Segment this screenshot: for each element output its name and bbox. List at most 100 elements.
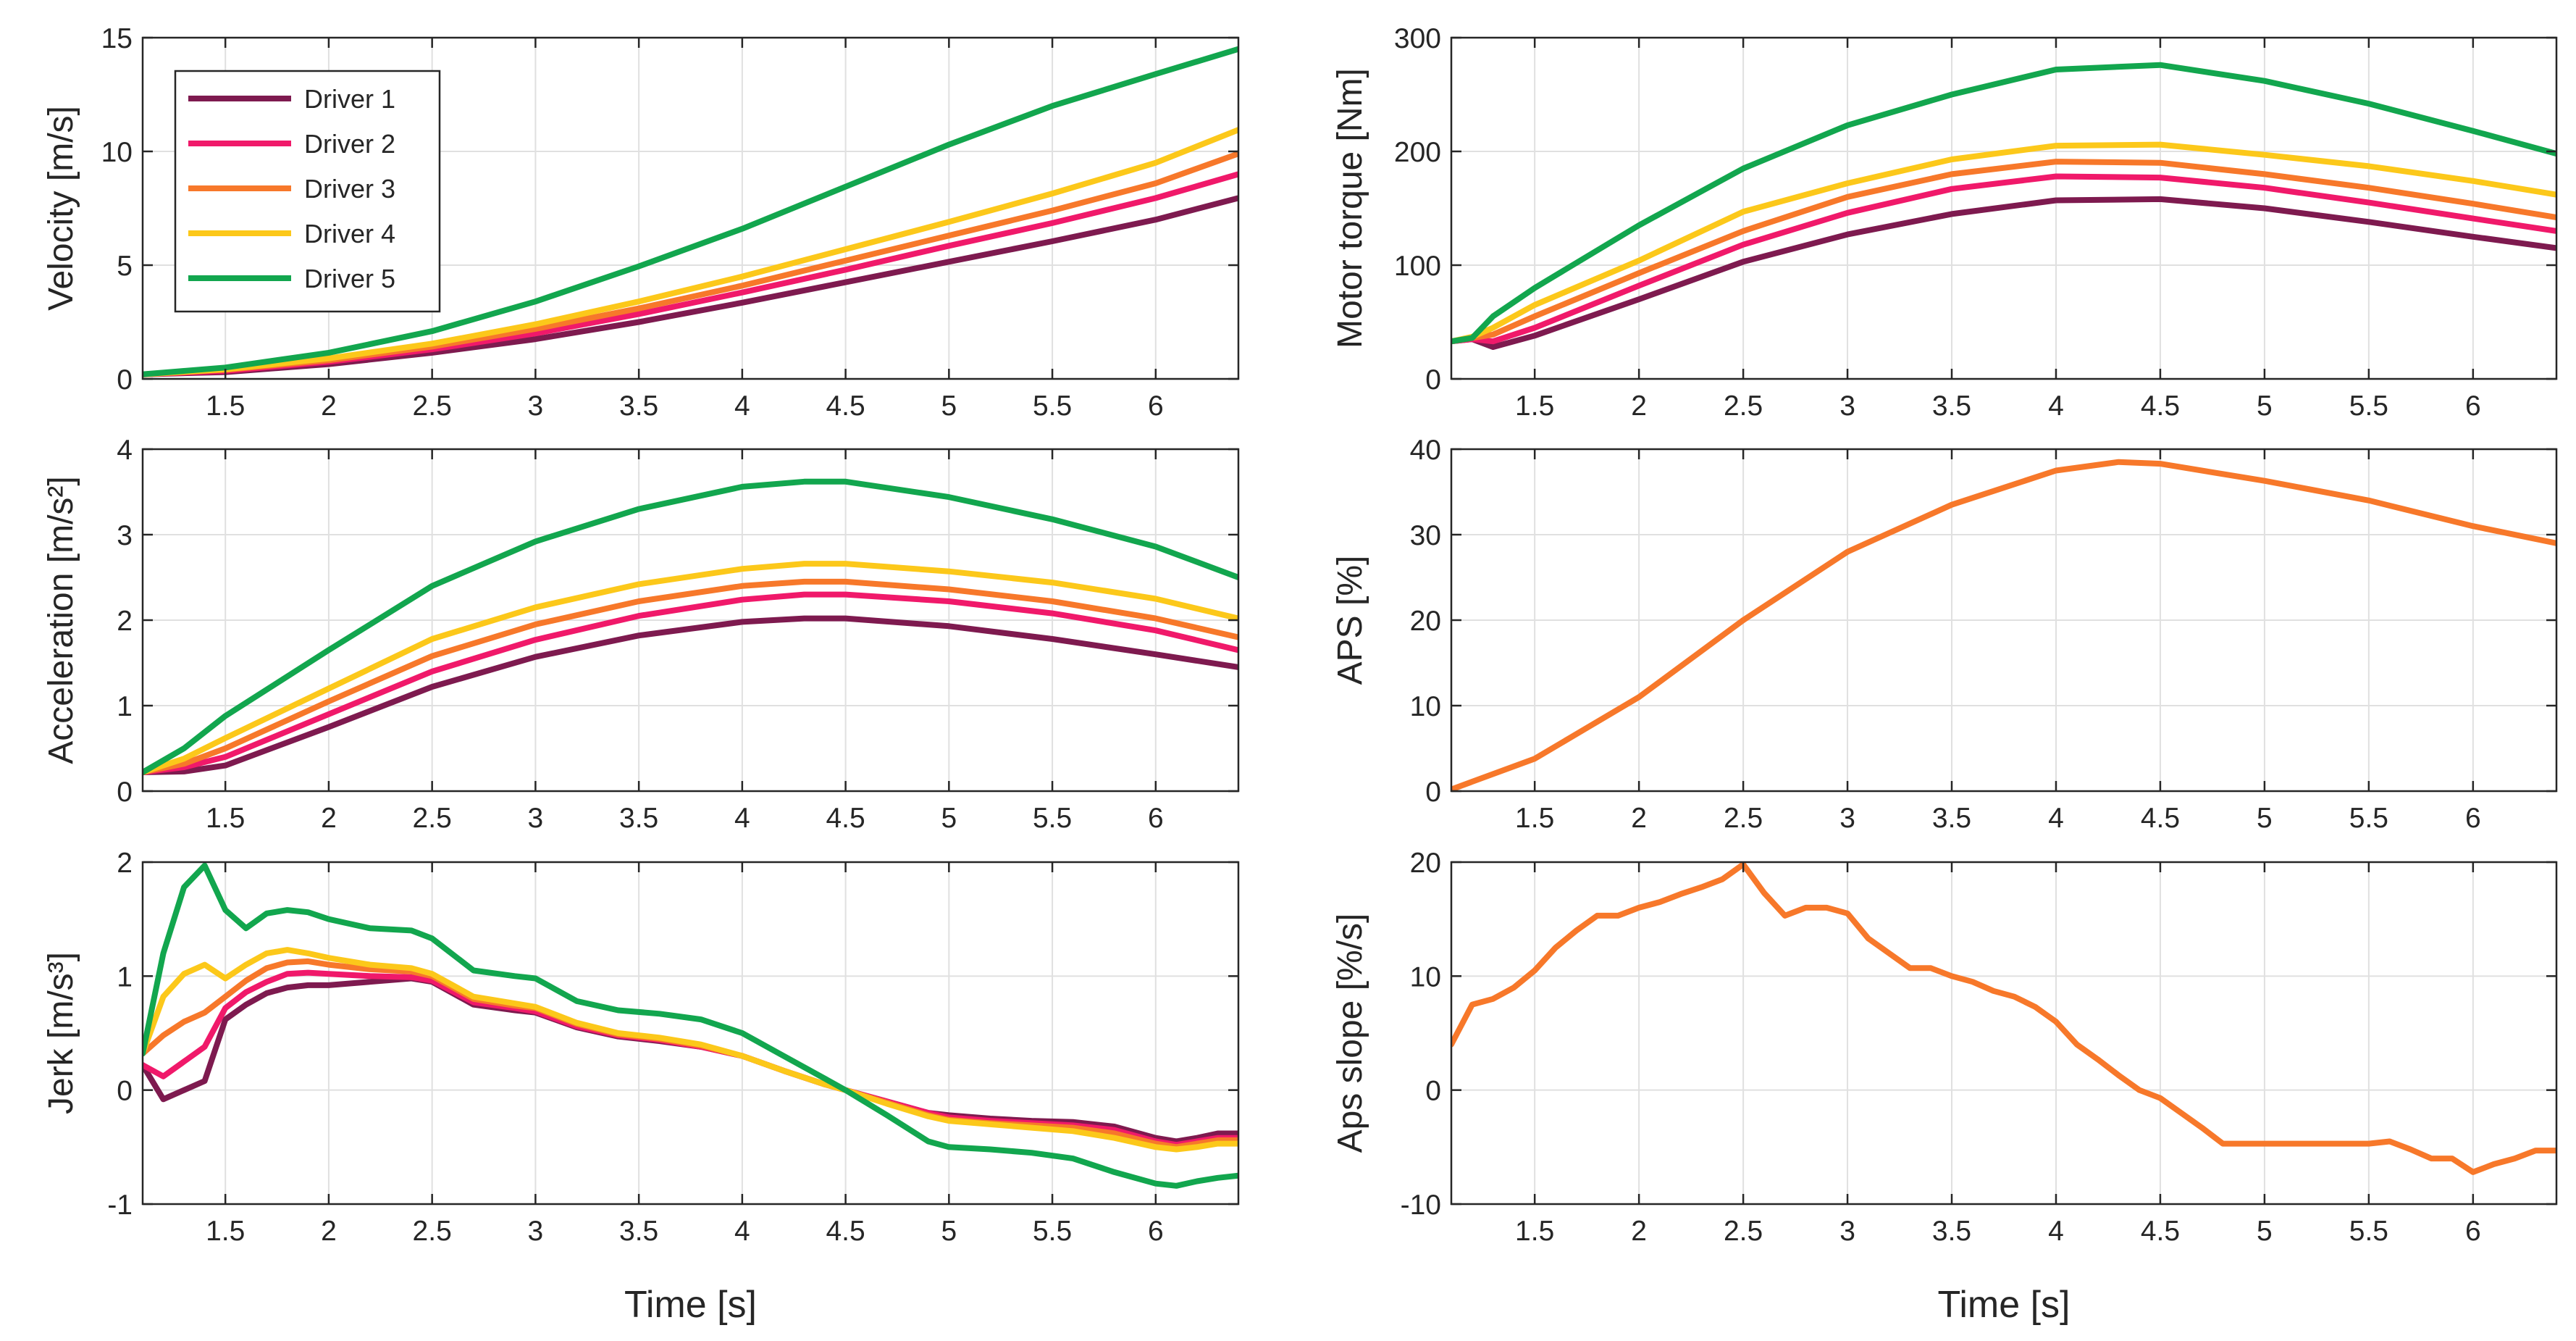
x-tick-label: 4 <box>734 1216 750 1247</box>
series-line-driver-2 <box>143 591 1238 775</box>
x-tick-label: 2.5 <box>413 1216 452 1247</box>
y-tick-label: 10 <box>101 137 133 168</box>
x-tick-label: 5.5 <box>2349 1216 2388 1247</box>
y-tick-label: 2 <box>117 848 133 879</box>
x-tick-label: 2.5 <box>413 390 452 422</box>
x-axis-label: Time [s] <box>624 1284 757 1326</box>
y-tick-label: 0 <box>1425 364 1441 396</box>
x-tick-label: 2.5 <box>1724 1216 1763 1247</box>
x-tick-label: 5 <box>941 1216 957 1247</box>
x-tick-label: 3 <box>1839 803 1855 834</box>
x-tick-label: 4 <box>734 390 750 422</box>
y-tick-label: -10 <box>1401 1190 1441 1221</box>
chart-panel-1: 1.5 2 2.5 3 3.5 4 4.5 5 5.5 6 0 5 10 15 Velocity [m/s]… <box>42 23 1240 422</box>
x-tick-label: 6 <box>2465 390 2481 422</box>
axes-box <box>1450 36 2558 380</box>
y-tick-label: 200 <box>1394 137 1441 168</box>
x-axis-label: Time [s] <box>1938 1284 2071 1326</box>
y-tick-label: 300 <box>1394 23 1441 54</box>
y-tick-label: 2 <box>117 606 133 637</box>
y-axis-label: Jerk [m/s³] <box>42 952 80 1114</box>
y-tick-label: 40 <box>1410 435 1441 466</box>
x-tick-label: 4 <box>2048 390 2064 422</box>
x-tick-label: 6 <box>1148 1216 1164 1247</box>
axes-box <box>1450 861 2558 1206</box>
y-axis-label: APS [%] <box>1331 556 1369 685</box>
y-axis-label: Motor torque [Nm] <box>1331 68 1369 348</box>
y-axis-label: Velocity [m/s] <box>42 106 80 311</box>
x-tick-label: 5 <box>2257 390 2273 422</box>
x-tick-label: 1.5 <box>206 390 245 422</box>
y-tick-label: 1 <box>117 961 133 993</box>
x-tick-label: 5.5 <box>2349 390 2388 422</box>
x-tick-label: 6 <box>1148 390 1164 422</box>
x-tick-label: 2 <box>321 1216 337 1247</box>
x-tick-label: 4 <box>2048 1216 2064 1247</box>
x-tick-label: 4.5 <box>2141 1216 2180 1247</box>
x-tick-label: 1.5 <box>1515 1216 1554 1247</box>
series-line-driver-2 <box>1451 173 2556 345</box>
x-tick-label: 3.5 <box>1932 390 1971 422</box>
series-line-driver-1 <box>1451 196 2556 350</box>
x-tick-label: 3.5 <box>619 390 658 422</box>
y-axis-label: Aps slope [%/s] <box>1331 914 1369 1153</box>
series-line-aps <box>1451 862 2556 1175</box>
series-line-driver-4 <box>143 127 1238 377</box>
x-tick-label: 2 <box>1631 390 1647 422</box>
x-tick-label: 3 <box>1839 1216 1855 1247</box>
y-tick-label: 0 <box>117 1076 133 1107</box>
y-tick-label: 4 <box>117 435 133 466</box>
x-tick-label: 3.5 <box>619 803 658 834</box>
x-tick-label: 3.5 <box>1932 803 1971 834</box>
y-tick-label: 30 <box>1410 520 1441 551</box>
series-line-driver-5 <box>1451 62 2556 345</box>
axes-box <box>141 861 1240 1206</box>
legend-entry: Driver 3 <box>304 174 395 204</box>
chart-panel-6: 1.5 2 2.5 3 3.5 4 4.5 5 5.5 6 -10 0 10 20 Aps slope [%… <box>1331 848 2558 1326</box>
x-tick-label: 4 <box>2048 803 2064 834</box>
axes-box <box>141 36 1240 380</box>
y-tick-label: 10 <box>1410 691 1441 722</box>
y-tick-label: 0 <box>117 364 133 396</box>
x-tick-label: 6 <box>2465 803 2481 834</box>
x-tick-label: 2.5 <box>413 803 452 834</box>
y-tick-label: 1 <box>117 691 133 722</box>
y-tick-label: 100 <box>1394 251 1441 282</box>
series-line-driver-3 <box>143 578 1238 775</box>
series-line-driver-5 <box>143 478 1238 775</box>
legend-entry: Driver 5 <box>304 264 395 293</box>
x-tick-label: 5.5 <box>1033 1216 1072 1247</box>
y-tick-label: 0 <box>1425 777 1441 808</box>
series-line-driver-4 <box>1451 141 2556 345</box>
x-tick-label: 5 <box>941 803 957 834</box>
y-tick-label: 5 <box>117 251 133 282</box>
x-tick-label: 4.5 <box>826 390 865 422</box>
x-tick-label: 5 <box>2257 1216 2273 1247</box>
x-tick-label: 5.5 <box>1033 803 1072 834</box>
x-tick-label: 1.5 <box>206 803 245 834</box>
x-tick-label: 4 <box>734 803 750 834</box>
legend-entry: Driver 2 <box>304 129 395 159</box>
x-tick-label: 2 <box>321 803 337 834</box>
y-tick-label: 0 <box>117 777 133 808</box>
x-tick-label: 6 <box>2465 1216 2481 1247</box>
x-tick-label: 3 <box>528 803 544 834</box>
x-tick-label: 5.5 <box>1033 390 1072 422</box>
y-tick-label: 20 <box>1410 848 1441 879</box>
chart-panel-2: 1.5 2 2.5 3 3.5 4 4.5 5 5.5 6 0 100 200 300 Motor torq… <box>1331 23 2558 422</box>
y-tick-label: -1 <box>107 1190 133 1221</box>
y-axis-label: Acceleration [m/s²] <box>42 476 80 764</box>
y-tick-label: 10 <box>1410 961 1441 993</box>
x-tick-label: 6 <box>1148 803 1164 834</box>
x-tick-label: 3 <box>528 1216 544 1247</box>
y-tick-label: 15 <box>101 23 133 54</box>
series-line-driver-5 <box>143 46 1238 377</box>
series-line-driver-1 <box>143 615 1238 775</box>
x-tick-label: 2 <box>1631 1216 1647 1247</box>
x-tick-label: 4.5 <box>826 803 865 834</box>
series-line-driver-4 <box>143 947 1238 1153</box>
series-line-driver-3 <box>1451 159 2556 345</box>
chart-panel-3: 1.5 2 2.5 3 3.5 4 4.5 5 5.5 6 0 1 2 3 4 Acceleration [m… <box>42 435 1240 834</box>
x-tick-label: 4.5 <box>2141 803 2180 834</box>
x-tick-label: 1.5 <box>206 1216 245 1247</box>
